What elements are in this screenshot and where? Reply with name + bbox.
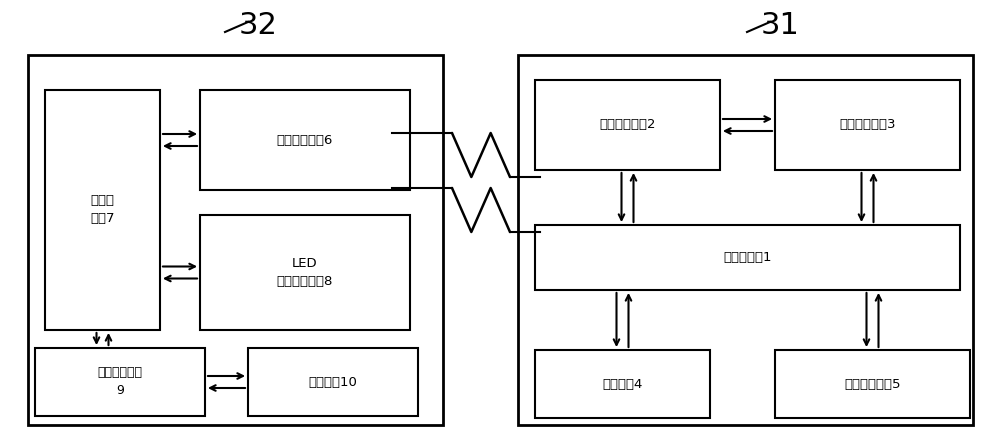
Text: 旋转驱动机构
9: 旋转驱动机构 9 — [98, 367, 143, 397]
Text: LED
线阵显示模块8: LED 线阵显示模块8 — [277, 257, 333, 288]
Text: 第二单
片机7: 第二单 片机7 — [90, 194, 115, 226]
Bar — [248, 348, 418, 416]
Bar — [28, 55, 443, 425]
Bar — [200, 90, 410, 190]
Bar — [535, 350, 710, 418]
Text: 31: 31 — [761, 11, 799, 40]
Text: 供电电路10: 供电电路10 — [309, 376, 357, 388]
Text: 32: 32 — [239, 11, 277, 40]
Bar — [518, 55, 973, 425]
Text: 第一通信模块2: 第一通信模块2 — [599, 119, 656, 132]
Text: 显示模块4: 显示模块4 — [602, 377, 643, 391]
Bar — [200, 215, 410, 330]
Bar — [535, 80, 720, 170]
Text: 数据输入模块5: 数据输入模块5 — [844, 377, 901, 391]
Bar — [535, 225, 960, 290]
Text: 第二通信模块6: 第二通信模块6 — [277, 133, 333, 146]
Bar — [35, 348, 205, 416]
Bar — [775, 350, 970, 418]
Bar — [45, 90, 160, 330]
Bar — [775, 80, 960, 170]
Text: 第一单片机1: 第一单片机1 — [723, 251, 772, 264]
Text: 图文录入模块3: 图文录入模块3 — [839, 119, 896, 132]
